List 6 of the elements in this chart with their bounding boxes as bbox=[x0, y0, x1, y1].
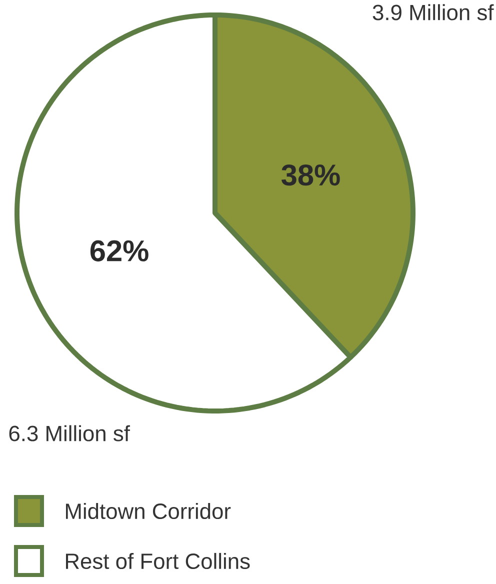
text: 3.9 Million sf bbox=[372, 4, 494, 20]
data-label: 38% bbox=[282, 164, 340, 186]
text: 6.3 Million sf bbox=[9, 425, 130, 442]
data-label: 62% bbox=[90, 240, 148, 262]
legend-label: Midtown Corridor bbox=[66, 502, 231, 520]
legend-label: Rest of Fort Collins bbox=[66, 552, 250, 570]
